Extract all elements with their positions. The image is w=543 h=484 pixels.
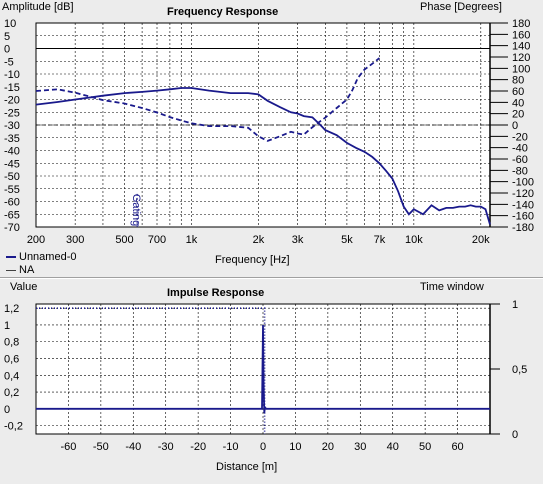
fr-y2tick-label: -160 (512, 211, 534, 223)
gating-label: Gating (130, 194, 142, 226)
fr-y2tick-label: -60 (512, 154, 528, 166)
fr-ytick-label: -65 (4, 209, 20, 221)
ir-title: Impulse Response (167, 287, 265, 299)
fr-xtick-label: 5k (341, 234, 353, 246)
fr-xtick-label: 10k (405, 234, 423, 246)
fr-ytick-label: 0 (4, 44, 10, 56)
fr-ytick-label: 10 (4, 18, 16, 30)
fr-title: Frequency Response (167, 6, 279, 18)
fr-phase-curve (35, 57, 380, 142)
fr-ytick-label: -10 (4, 69, 20, 81)
fr-amplitude-curve (35, 87, 491, 225)
ir-xtick-label: -50 (93, 441, 109, 453)
ir-xtick-label: 30 (354, 441, 366, 453)
fr-ytick-label: -45 (4, 158, 20, 170)
ir-ytick-label: 0,2 (4, 387, 19, 399)
ir-xtick-label: 0 (260, 441, 266, 453)
ir-ytick-label: 0,6 (4, 354, 19, 366)
fr-y2tick-label: -140 (512, 199, 534, 211)
ir-ytick-label: 1,2 (4, 303, 19, 315)
fr-y2tick-label: -40 (512, 143, 528, 155)
fr-y2tick-label: 80 (512, 75, 524, 87)
ir-xtick-label: 20 (322, 441, 334, 453)
fr-ytick-label: -35 (4, 133, 20, 145)
ir-xtick-label: -30 (158, 441, 174, 453)
legend-item-na: NA (6, 264, 34, 276)
fr-y2tick-label: 40 (512, 97, 524, 109)
ir-xtick-label: 60 (451, 441, 463, 453)
ir-xtick-label: 50 (419, 441, 431, 453)
fr-y2tick-label: -100 (512, 177, 534, 189)
fr-y2tick-label: -80 (512, 165, 528, 177)
legend-swatch-solid (6, 256, 16, 259)
fr-xtick-label: 20k (472, 234, 490, 246)
fr-xlabel: Frequency [Hz] (215, 254, 290, 266)
fr-ytick-label: -15 (4, 82, 20, 94)
ir-impulse-curve (36, 324, 490, 414)
ir-y2tick-label: 0,5 (512, 364, 527, 376)
fr-xtick-label: 2k (253, 234, 265, 246)
legend-label: Unnamed-0 (19, 251, 77, 263)
ir-xlabel: Distance [m] (216, 461, 278, 473)
fr-xtick-label: 7k (374, 234, 386, 246)
fr-y2tick-label: 0 (512, 120, 518, 132)
fr-y2tick-label: 20 (512, 109, 524, 121)
ir-xtick-label: -40 (125, 441, 141, 453)
fr-ytick-label: -25 (4, 107, 20, 119)
ir-ytick-label: 1 (4, 320, 10, 332)
fr-ytick-label: -5 (4, 56, 14, 68)
fr-ytick-label: -30 (4, 120, 20, 132)
fr-y2tick-label: -120 (512, 188, 534, 200)
fr-ytick-label: -50 (4, 171, 20, 183)
legend-swatch-na (6, 269, 16, 271)
ir-xtick-label: -20 (190, 441, 206, 453)
ir-xtick-label: 10 (289, 441, 301, 453)
fr-ytick-label: -40 (4, 146, 20, 158)
ir-y2tick-label: 1 (512, 299, 518, 311)
ir-y2tick-label: 0 (512, 429, 518, 441)
fr-ytick-label: 5 (4, 31, 10, 43)
ir-ytick-label: -0,2 (4, 421, 23, 433)
legend-label: NA (19, 264, 35, 276)
ir-xtick-label: 40 (387, 441, 399, 453)
ir-y2label: Time window (420, 281, 484, 293)
fr-xtick-label: 3k (292, 234, 304, 246)
legend-item-unnamed-0: Unnamed-0 (6, 251, 76, 263)
ir-xtick-label: -10 (223, 441, 239, 453)
fr-y2tick-label: 120 (512, 52, 530, 64)
fr-y2tick-label: 100 (512, 63, 530, 75)
ir-xtick-label: -60 (60, 441, 76, 453)
fr-ytick-label: -20 (4, 95, 20, 107)
ir-ytick-label: 0,4 (4, 370, 19, 382)
fr-y2tick-label: 60 (512, 86, 524, 98)
fr-xtick-label: 200 (27, 234, 45, 246)
ir-ytick-label: 0 (4, 404, 10, 416)
fr-y2label: Phase [Degrees] (420, 1, 502, 13)
panel-divider (0, 277, 543, 279)
fr-y2tick-label: 180 (512, 18, 530, 30)
ir-ytick-label: 0,8 (4, 337, 19, 349)
fr-ytick-label: -60 (4, 197, 20, 209)
fr-xtick-label: 1k (186, 234, 198, 246)
fr-ytick-label: -55 (4, 184, 20, 196)
fr-xtick-label: 500 (115, 234, 133, 246)
fr-ytick-label: -70 (4, 222, 20, 234)
fr-y2tick-label: -20 (512, 131, 528, 143)
fr-y2tick-label: 140 (512, 41, 530, 53)
frequency-response-plot: 1050-5-10-15-20-25-30-35-40-45-50-55-60-… (4, 18, 534, 246)
fr-xtick-label: 700 (148, 234, 166, 246)
ir-ylabel: Value (10, 281, 38, 293)
impulse-response-plot: 1,2 1 0,8 0,6 0,4 0,2 0 -0,2 -60 -50 -40 -30 -20 -10 0… (4, 299, 527, 453)
fr-y2tick-label: -180 (512, 222, 534, 234)
fr-y2tick-label: 160 (512, 29, 530, 41)
fr-ylabel: Amplitude [dB] (2, 1, 74, 13)
fr-xtick-label: 300 (66, 234, 84, 246)
